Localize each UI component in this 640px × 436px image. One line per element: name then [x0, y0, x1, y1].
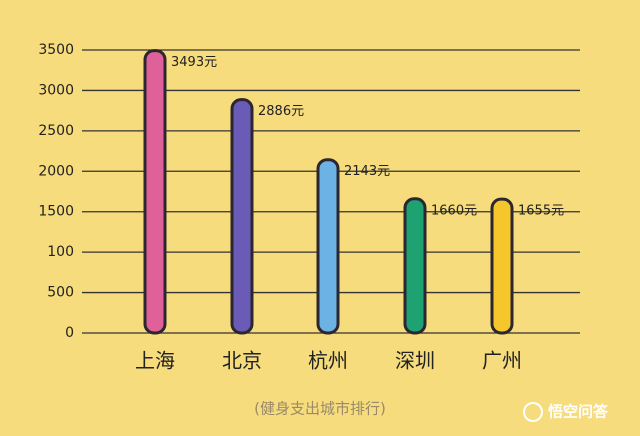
x-tick-label: 广州: [482, 349, 522, 373]
y-tick-label: 500: [47, 285, 74, 301]
x-tick-label: 深圳: [395, 349, 435, 373]
y-tick-label: 2500: [38, 123, 74, 139]
y-tick-label: 3500: [38, 42, 74, 58]
bar: [403, 197, 427, 335]
bar: [230, 98, 254, 335]
value-label: 1660元: [431, 203, 477, 218]
y-tick-label: 0: [65, 325, 74, 341]
x-tick-label: 北京: [222, 349, 262, 373]
watermark-icon: [523, 402, 543, 422]
y-tick-label: 1500: [38, 204, 74, 220]
bar: [143, 49, 167, 335]
value-label: 2143元: [344, 164, 390, 179]
bar: [316, 158, 340, 335]
watermark: 悟空问答: [548, 403, 609, 421]
y-tick-label: 100: [47, 244, 74, 260]
value-label: 2886元: [258, 104, 304, 119]
value-label: 1655元: [518, 204, 564, 219]
x-tick-label: 上海: [135, 349, 175, 373]
value-label: 3493元: [171, 55, 217, 70]
y-tick-label: 2000: [38, 163, 74, 179]
y-tick-label: 3000: [38, 82, 74, 98]
caption: (健身支出城市排行): [254, 400, 386, 418]
bar: [490, 197, 514, 335]
x-tick-label: 杭州: [308, 349, 348, 373]
